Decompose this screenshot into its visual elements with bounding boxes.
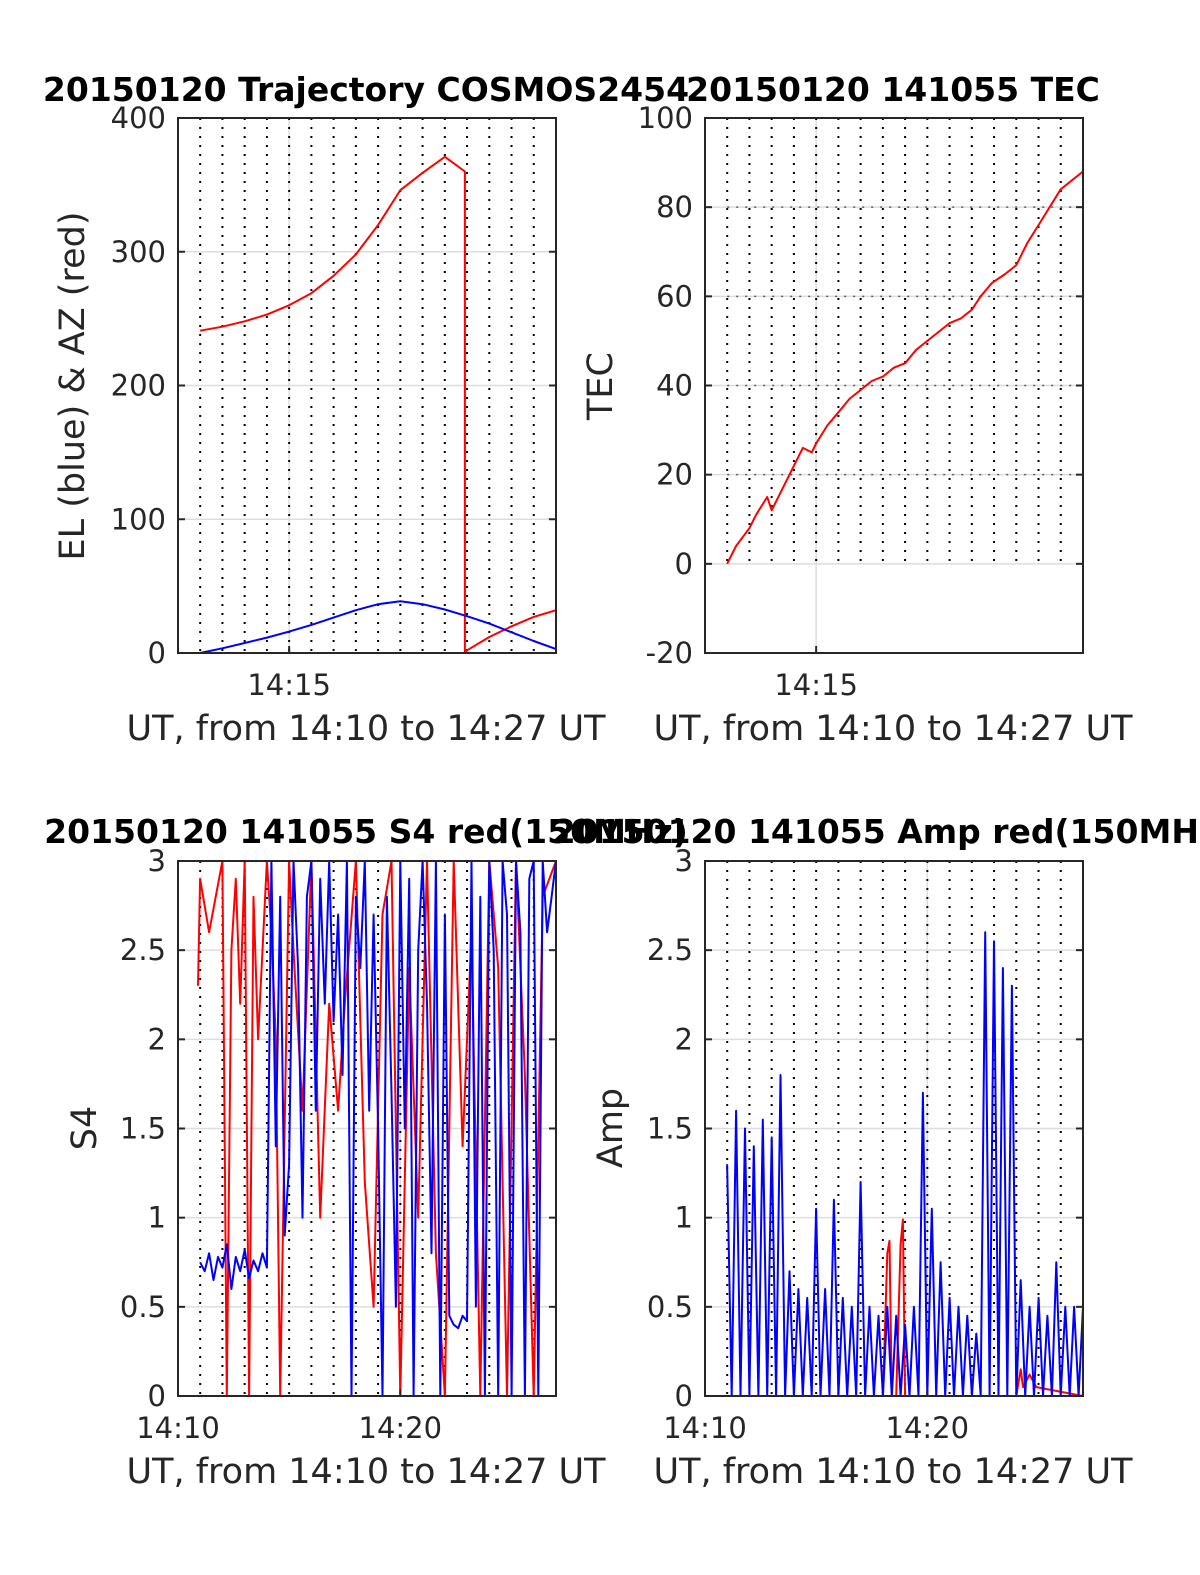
s4-ytick-label: 2 — [148, 1022, 166, 1056]
amp-ytick-label: 3 — [675, 844, 693, 878]
trajectory-ytick-label: 200 — [111, 369, 166, 403]
tec-ytick-label: 60 — [656, 279, 693, 313]
trajectory-xtick-label: 14:15 — [247, 668, 331, 702]
s4-ytick-label: 2.5 — [120, 933, 166, 967]
trajectory-ylabel: EL (blue) & AZ (red) — [53, 212, 93, 561]
s4-title: 20150120 141055 S4 red(150MHz) — [44, 812, 688, 851]
s4-ytick-label: 0 — [148, 1379, 166, 1413]
s4-xlabel: UT, from 14:10 to 14:27 UT — [126, 1452, 606, 1492]
amp-ytick-label: 0.5 — [647, 1290, 693, 1324]
trajectory-series-group — [199, 155, 556, 653]
amp-xlabel: UT, from 14:10 to 14:27 UT — [653, 1452, 1133, 1492]
s4-ytick-label: 1 — [148, 1201, 166, 1235]
trajectory-series-el — [199, 600, 556, 653]
amp-panel: 0 0.5 1 1.5 2 2.5 3 14:10 14:20 20150120 141055 … — [553, 812, 1200, 1492]
amp-ytick-label: 1.5 — [647, 1112, 693, 1146]
s4-xtick-label: 14:20 — [359, 1411, 443, 1445]
amp-ytick-label: 0 — [675, 1379, 693, 1413]
amp-xtick-label: 14:10 — [663, 1411, 747, 1445]
trajectory-ytick-label: 0 — [148, 636, 166, 670]
tec-ytick-label: -20 — [646, 636, 693, 670]
trajectory-plot-area: 0 100 200 300 400 14:15 — [111, 101, 557, 702]
tec-ytick-label: 100 — [638, 101, 693, 135]
s4-ylabel: S4 — [65, 1106, 105, 1151]
tec-ytick-label: 80 — [656, 190, 693, 224]
s4-series-s4_blue — [199, 861, 556, 1396]
s4-panel: 0 0.5 1 1.5 2 2.5 3 14:10 14:20 20150120 141055 … — [44, 812, 688, 1492]
trajectory-series-az — [199, 155, 556, 653]
amp-ytick-label: 2.5 — [647, 933, 693, 967]
amp-plot-area: 0 0.5 1 1.5 2 2.5 3 14:10 14:20 — [647, 844, 1084, 1445]
trajectory-ytick-label: 100 — [111, 502, 166, 536]
amp-title: 20150120 141055 Amp red(150MHz) — [553, 812, 1200, 851]
amp-series-amp_blue — [726, 931, 1083, 1396]
amp-ylabel: Amp — [591, 1088, 631, 1168]
tec-series-group — [726, 170, 1083, 565]
trajectory-xlabel: UT, from 14:10 to 14:27 UT — [126, 709, 606, 749]
s4-ytick-label: 1.5 — [120, 1112, 166, 1146]
tec-title: 20150120 141055 TEC — [686, 70, 1100, 109]
tec-series-tec — [726, 170, 1083, 565]
tec-plot-area: -20 0 20 40 60 80 100 14:15 — [638, 101, 1084, 702]
amp-ytick-label: 2 — [675, 1022, 693, 1056]
s4-series-group — [197, 861, 556, 1396]
amp-xtick-label: 14:20 — [886, 1411, 970, 1445]
tec-ytick-label: 0 — [675, 547, 693, 581]
amp-ytick-label: 1 — [675, 1201, 693, 1235]
tec-xlabel: UT, from 14:10 to 14:27 UT — [653, 709, 1133, 749]
s4-xtick-label: 14:10 — [136, 1411, 220, 1445]
trajectory-panel: 0 100 200 300 400 14:15 20150120 Trajectory C… — [43, 70, 689, 749]
s4-ytick-label: 0.5 — [120, 1290, 166, 1324]
tec-xtick-label: 14:15 — [774, 668, 858, 702]
tec-panel: -20 0 20 40 60 80 100 14:15 20150120 141055 TEC… — [581, 70, 1133, 749]
amp-series-group — [726, 931, 1083, 1396]
tec-ytick-label: 20 — [656, 458, 693, 492]
trajectory-ytick-label: 400 — [111, 101, 166, 135]
trajectory-title: 20150120 Trajectory COSMOS2454 — [43, 70, 689, 109]
s4-plot-area: 0 0.5 1 1.5 2 2.5 3 14:10 14:20 — [120, 844, 557, 1445]
tec-ytick-label: 40 — [656, 369, 693, 403]
tec-ylabel: TEC — [581, 352, 621, 421]
trajectory-ytick-label: 300 — [111, 235, 166, 269]
s4-ytick-label: 3 — [148, 844, 166, 878]
